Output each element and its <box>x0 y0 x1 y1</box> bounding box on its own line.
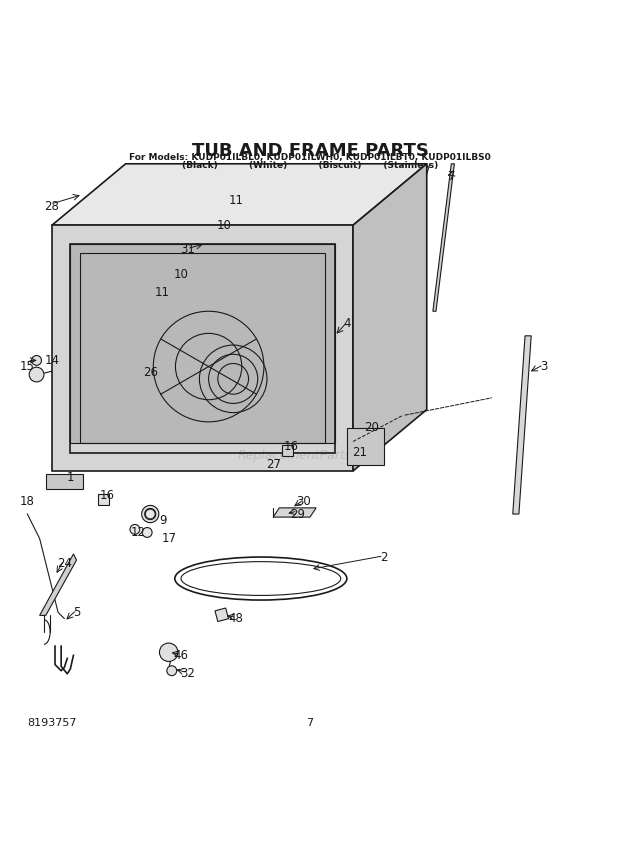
Text: 10: 10 <box>216 219 231 232</box>
Text: 7: 7 <box>306 718 314 728</box>
Text: 46: 46 <box>174 649 188 662</box>
Bar <box>98 494 109 505</box>
Text: 5: 5 <box>73 606 80 619</box>
Text: 16: 16 <box>100 489 115 502</box>
Text: 27: 27 <box>265 458 281 472</box>
Polygon shape <box>52 225 353 471</box>
Text: 28: 28 <box>45 200 60 213</box>
Text: 11: 11 <box>155 286 170 300</box>
Text: 18: 18 <box>20 496 35 508</box>
Text: 16: 16 <box>284 440 299 453</box>
Bar <box>46 474 82 490</box>
Text: 12: 12 <box>130 526 146 539</box>
Polygon shape <box>433 163 454 312</box>
Text: 29: 29 <box>290 508 305 520</box>
Polygon shape <box>347 428 384 465</box>
Text: (Black)          (White)          (Biscuit)       (Stainless): (Black) (White) (Biscuit) (Stainless) <box>182 161 438 170</box>
Text: 31: 31 <box>180 243 195 256</box>
Circle shape <box>145 509 155 519</box>
Bar <box>79 253 326 443</box>
Polygon shape <box>40 554 76 615</box>
Polygon shape <box>52 163 427 225</box>
Circle shape <box>142 527 152 538</box>
Text: 17: 17 <box>161 532 176 545</box>
Text: 8193757: 8193757 <box>27 718 77 728</box>
Text: For Models: KUDP01ILBL0, KUDP01ILWH0, KUDP01ILBT0, KUDP01ILBS0: For Models: KUDP01ILBL0, KUDP01ILWH0, KU… <box>129 152 491 162</box>
Text: 11: 11 <box>229 194 244 207</box>
Text: 7: 7 <box>448 169 455 182</box>
Bar <box>282 444 293 455</box>
Bar <box>70 244 335 453</box>
Text: ReplacementParts.com: ReplacementParts.com <box>237 449 383 462</box>
Circle shape <box>29 367 44 382</box>
Text: 21: 21 <box>352 446 366 459</box>
Text: 32: 32 <box>180 668 195 681</box>
Text: 15: 15 <box>20 360 35 373</box>
Polygon shape <box>273 508 316 517</box>
Text: 14: 14 <box>45 354 60 367</box>
Circle shape <box>159 643 178 662</box>
Polygon shape <box>353 163 427 471</box>
Text: 10: 10 <box>174 268 188 281</box>
Bar <box>215 608 229 621</box>
Text: 2: 2 <box>380 550 388 563</box>
Polygon shape <box>70 244 335 443</box>
Text: 9: 9 <box>159 514 166 526</box>
Text: 24: 24 <box>56 556 72 570</box>
Text: 3: 3 <box>540 360 547 373</box>
Circle shape <box>167 666 177 675</box>
Text: 26: 26 <box>143 366 157 379</box>
Text: 48: 48 <box>229 612 244 625</box>
Text: 20: 20 <box>364 421 379 435</box>
Circle shape <box>32 355 42 366</box>
Text: TUB AND FRAME PARTS: TUB AND FRAME PARTS <box>192 142 428 160</box>
Text: 1: 1 <box>66 471 74 484</box>
Text: 30: 30 <box>296 496 311 508</box>
Circle shape <box>130 525 140 534</box>
Text: 4: 4 <box>343 317 351 330</box>
Polygon shape <box>513 336 531 514</box>
